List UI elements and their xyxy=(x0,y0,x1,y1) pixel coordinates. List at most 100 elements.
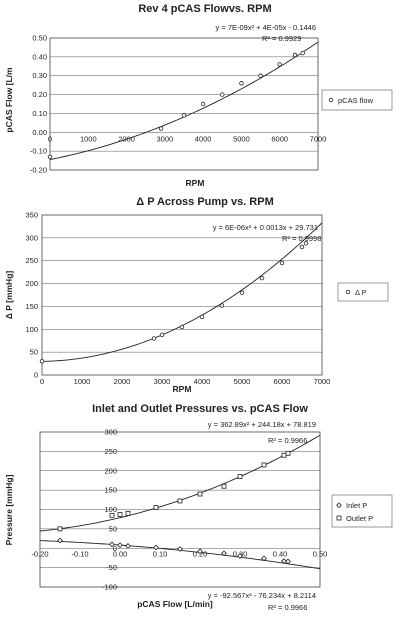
chart2-x-tick: 5000 xyxy=(234,377,251,386)
chart1-pcas-flow-point xyxy=(200,101,206,107)
chart3-x-tick: 0.40 xyxy=(273,549,288,558)
chart2-y-tick: 200 xyxy=(25,279,38,288)
chart3-outlet-p-point xyxy=(261,462,267,468)
chart3-y-tick: 50 xyxy=(109,524,117,533)
chart2-dp-point xyxy=(159,332,165,337)
chart2-y-tick-labels: 350 300 250 200 150 100 50 0 xyxy=(25,211,38,380)
chart3-y-tick: 0 xyxy=(113,544,117,553)
chart1-y-tick: -0.10 xyxy=(30,147,47,156)
chart1-y-tick: 0.00 xyxy=(32,128,47,137)
chart3-outlet-p-point xyxy=(281,452,287,458)
chart1-x-tick: 1000 xyxy=(80,134,97,143)
chart3-y-tick: 100 xyxy=(104,505,117,514)
chart3-x-tick: 0.50 xyxy=(313,549,328,558)
chart1-x-tick: 3000 xyxy=(157,134,174,143)
chart3-outlet-p-point xyxy=(109,512,115,518)
chart1-x-tick: 7000 xyxy=(310,134,327,143)
chart2-dp-point xyxy=(179,324,185,330)
chart3-y-tick: 200 xyxy=(104,466,117,475)
chart3-inlet-p-point xyxy=(177,546,183,552)
chart1-gridlines xyxy=(50,56,318,152)
chart3-y-tick-labels: 300 250 200 150 100 50 0 -50 -100 xyxy=(102,428,117,592)
chart3-inlet-p-point xyxy=(57,537,63,544)
chart2-dp-point xyxy=(199,314,205,320)
chart1-pcas-flow-point xyxy=(47,154,53,159)
chart1-r2: R² = 0.9929 xyxy=(262,34,301,43)
chart3-legend-label-outlet: Outlet P xyxy=(346,514,373,523)
chart2-x-tick: 4000 xyxy=(194,377,211,386)
chart1-legend: pCAS flow xyxy=(321,89,393,111)
chart3-inlet-p-point xyxy=(117,542,123,549)
chart1-y-tick: 0.30 xyxy=(32,71,47,80)
chart3-outlet-p-point xyxy=(221,483,227,489)
chart3-inlet-p-point xyxy=(285,558,291,565)
chart3-legend-box xyxy=(331,494,393,528)
chart2-y-tick: 150 xyxy=(25,302,38,311)
chart3-inlet-p-point xyxy=(197,548,203,555)
chart-flow-pressure: Inlet and Outlet Pressures vs. pCAS Flow… xyxy=(4,403,393,612)
chart2-gridlines xyxy=(42,237,322,353)
chart2-x-tick: 7000 xyxy=(314,377,331,386)
chart1-pcas-flow-point xyxy=(220,92,225,97)
chart2-y-axis-label: Δ P [mmHg] xyxy=(4,271,14,320)
chart3-y-tick: -100 xyxy=(102,583,117,592)
chart1-x-tick: 6000 xyxy=(271,134,288,143)
chart3-outlet-p-point xyxy=(237,474,243,479)
chart3-y-tick: 300 xyxy=(104,428,117,437)
chart2-r2: R² = 0.9998 xyxy=(282,234,321,243)
chart1-y-tick: -0.20 xyxy=(30,166,47,175)
chart3-inlet-equation: y = -92.567x² - 76.234x + 8.2114 xyxy=(208,591,316,600)
chart1-y-tick-labels: 0.50 0.40 0.30 0.20 0.10 0.00 -0.10 -0.2… xyxy=(30,34,47,175)
chart1-x-tick: 0 xyxy=(48,134,52,143)
chart3-gridlines xyxy=(40,451,320,568)
chart2-x-tick: 1000 xyxy=(74,377,91,386)
chart3-inlet-p-point xyxy=(153,544,159,551)
chart3-outlet-p-point xyxy=(285,450,291,456)
chart2-series-dp xyxy=(39,241,309,364)
chart3-outlet-p-point xyxy=(117,512,123,517)
chart2-legend: Δ P xyxy=(337,282,389,302)
chart3-title: Inlet and Outlet Pressures vs. pCAS Flow xyxy=(92,403,308,415)
chart1-equation: y = 7E-09x² + 4E-05x - 0.1446 xyxy=(216,23,316,32)
chart3-legend-marker-diamond xyxy=(336,502,342,509)
chart1-y-tick: 0.50 xyxy=(32,34,47,43)
chart3-outlet-p-point xyxy=(125,510,131,516)
chart2-dp-point xyxy=(219,303,225,308)
chart3-inlet-r2: R² = 0.9966 xyxy=(268,603,307,612)
chart3-inlet-p-point xyxy=(237,553,243,559)
chart2-y-tick: 300 xyxy=(25,233,38,242)
chart-rpm-dp: Δ P Across Pump vs. RPM 350 300 250 200 … xyxy=(4,196,389,394)
chart2-y-tick: 250 xyxy=(25,256,38,265)
chart1-legend-label: pCAS flow xyxy=(338,96,374,105)
chart3-y-tick: 250 xyxy=(104,447,117,456)
chart1-series-pcas-flow xyxy=(47,50,305,159)
chart1-y-tick: 0.20 xyxy=(32,90,47,99)
chart3-legend-label-inlet: Inlet P xyxy=(346,501,367,510)
chart3-outlet-p-point xyxy=(153,505,159,510)
chart3-inlet-p-point xyxy=(261,555,267,562)
chart3-x-tick: 0.00 xyxy=(113,549,128,558)
chart2-dp-point xyxy=(151,336,157,341)
chart2-y-tick: 100 xyxy=(25,325,38,334)
chart3-outlet-equation: y = 362.89x² + 244.18x + 78.819 xyxy=(208,420,316,429)
chart2-x-tick: 0 xyxy=(40,377,44,386)
chart2-y-tick: 0 xyxy=(34,371,38,380)
chart3-outlet-p-point xyxy=(197,491,203,497)
chart2-legend-box xyxy=(337,282,389,302)
chart2-plot-area xyxy=(41,214,323,376)
chart3-outlet-p-point xyxy=(57,526,63,532)
chart1-pcas-flow-point xyxy=(181,113,187,118)
chart2-x-tick: 3000 xyxy=(154,377,171,386)
chart3-x-axis-label: pCAS Flow [L/min] xyxy=(137,599,213,609)
chart1-x-tick: 5000 xyxy=(233,134,250,143)
chart3-series-outlet-p xyxy=(57,450,291,532)
chart1-legend-marker xyxy=(328,97,334,103)
chart1-y-tick: 0.40 xyxy=(32,52,47,61)
chart2-dp-point xyxy=(299,244,305,250)
chart2-dp-point xyxy=(239,290,245,295)
chart2-dp-point xyxy=(279,260,285,266)
chart3-outlet-r2: R² = 0.9966 xyxy=(268,436,307,445)
chart2-dp-point xyxy=(303,241,309,246)
chart1-pcas-flow-point xyxy=(277,62,282,67)
chart2-x-tick-labels: 0 1000 2000 3000 4000 5000 6000 7000 xyxy=(40,377,330,386)
